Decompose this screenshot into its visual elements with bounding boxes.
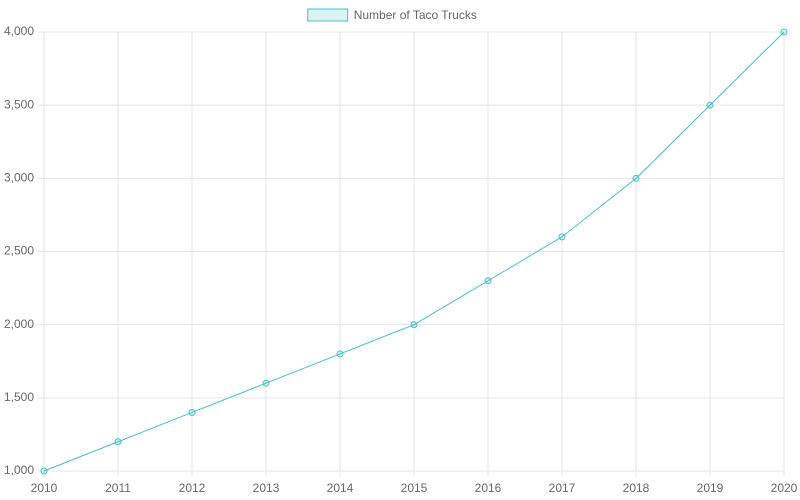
y-tick-label: 3,500	[4, 97, 34, 111]
data-point	[114, 438, 122, 446]
y-tick-label: 2,000	[4, 317, 34, 331]
data-point	[188, 408, 196, 416]
data-line	[43, 31, 785, 472]
data-point	[706, 101, 714, 109]
data-point	[484, 277, 492, 285]
x-tick-label: 2020	[771, 481, 798, 495]
x-tick-label: 2016	[475, 481, 502, 495]
legend-label[interactable]: Number of Taco Trucks	[354, 8, 477, 22]
data-point	[410, 321, 418, 329]
x-tick-label: 2017	[549, 481, 576, 495]
data-point	[558, 233, 566, 241]
x-tick-label: 2019	[697, 481, 724, 495]
y-tick-label: 4,000	[4, 24, 34, 38]
data-point	[780, 28, 788, 36]
x-tick-label: 2014	[327, 481, 354, 495]
data-point	[632, 174, 640, 182]
x-tick-label: 2015	[401, 481, 428, 495]
y-tick-label: 3,000	[4, 171, 34, 185]
y-tick-label: 1,500	[4, 390, 34, 404]
x-tick-label: 2013	[253, 481, 280, 495]
x-tick-label: 2011	[105, 481, 131, 495]
x-tick-label: 2018	[623, 481, 650, 495]
data-point	[40, 467, 48, 475]
y-tick-label: 1,000	[4, 463, 34, 477]
legend-swatch[interactable]	[307, 8, 349, 22]
y-tick-label: 2,500	[4, 244, 34, 258]
data-point	[262, 379, 270, 387]
x-tick-label: 2012	[179, 481, 206, 495]
x-tick-label: 2010	[31, 481, 58, 495]
data-point	[336, 350, 344, 358]
